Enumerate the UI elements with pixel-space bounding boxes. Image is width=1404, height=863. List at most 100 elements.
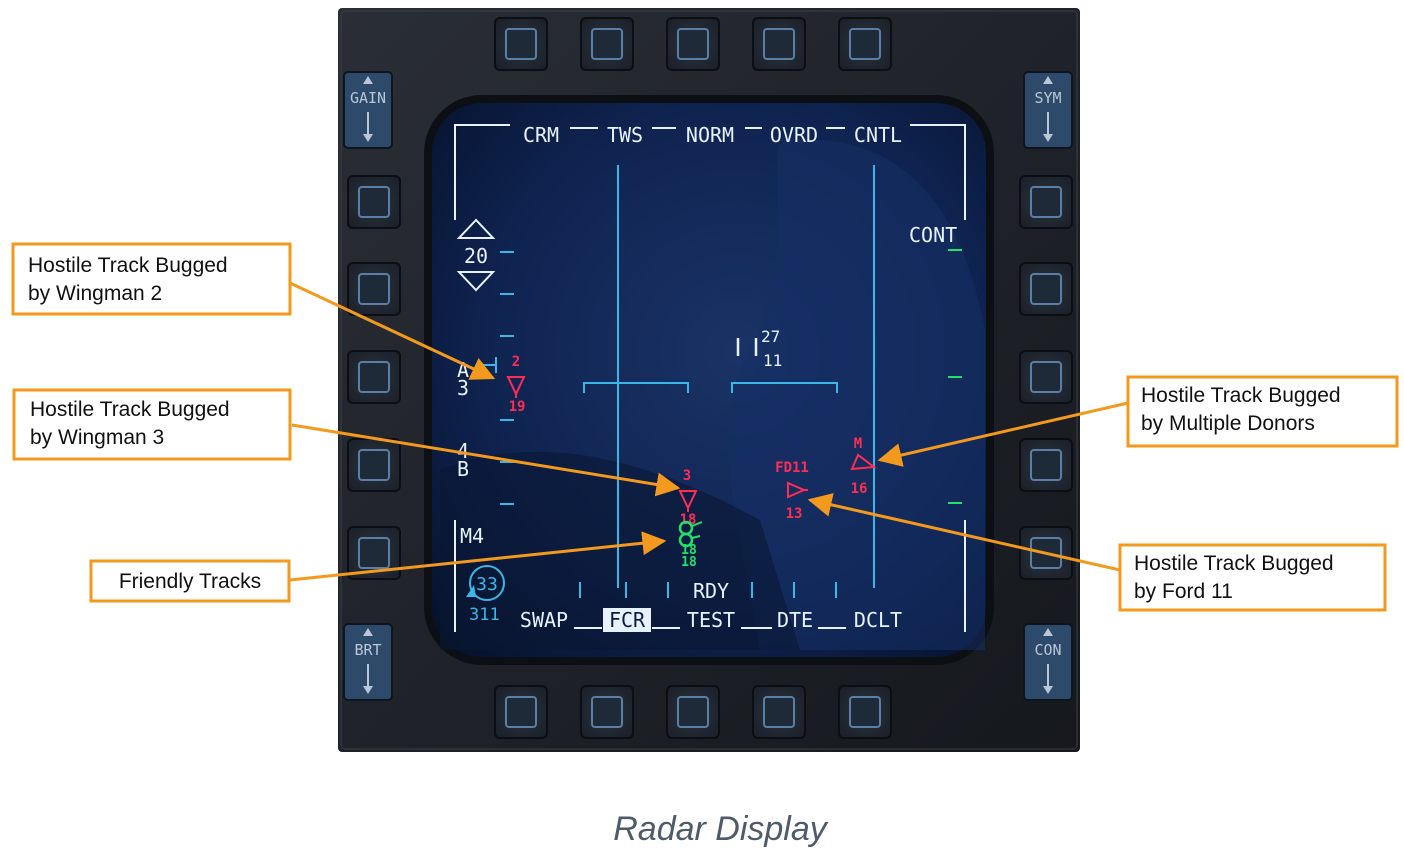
mode-ovrd[interactable]: OVRD xyxy=(770,123,818,147)
range-down-icon[interactable] xyxy=(456,271,496,292)
arrow-friendly xyxy=(289,531,667,582)
display-frame xyxy=(454,124,966,632)
callout-multi-line1: Hostile Track Bugged xyxy=(1141,384,1341,407)
callout-wingman2-line2: by Wingman 2 xyxy=(28,282,162,305)
figure-caption: Radar Display xyxy=(613,810,829,848)
callout-ford11: Hostile Track Bugged by Ford 11 xyxy=(1118,543,1387,612)
callout-wingman2: Hostile Track Bugged by Wingman 2 xyxy=(11,242,292,316)
arrow-wingman2 xyxy=(289,281,496,380)
osb-right-4[interactable] xyxy=(1019,438,1073,492)
osb-top-5[interactable] xyxy=(838,17,892,71)
osb-left-4[interactable] xyxy=(347,438,401,492)
track-label-top: 3 xyxy=(683,468,691,484)
mode-m4[interactable]: M4 xyxy=(460,524,484,548)
friendly-label: 18 xyxy=(681,543,697,558)
callout-friendly: Friendly Tracks xyxy=(89,559,291,603)
acquisition-cursor[interactable]: 27 11 xyxy=(736,327,782,370)
bullseye-indicator: 33 311 xyxy=(466,565,505,625)
callout-friendly-line1: Friendly Tracks xyxy=(119,570,261,593)
cursor-altitude-top: 27 xyxy=(761,327,780,346)
hostile-track-wingman2[interactable]: 2 19 xyxy=(506,354,526,415)
brt-label: BRT xyxy=(354,641,381,659)
osb-right-2[interactable] xyxy=(1019,262,1073,316)
osb-left-2[interactable] xyxy=(347,262,401,316)
range-control[interactable]: 20 xyxy=(456,218,496,292)
track-label-bottom: 16 xyxy=(851,481,868,497)
friendly-label: 18 xyxy=(681,555,697,570)
mode-test[interactable]: TEST xyxy=(687,608,735,632)
hostile-triangle-icon xyxy=(850,453,877,471)
callout-wingman3-line2: by Wingman 3 xyxy=(30,426,164,449)
osb-bottom-1[interactable] xyxy=(494,685,548,739)
azimuth-bottom: 3 xyxy=(457,376,469,400)
mfd-screen xyxy=(424,95,994,665)
hostile-track-wingman3[interactable]: 3 18 xyxy=(678,468,698,528)
cursor-altitude-bottom: 11 xyxy=(763,351,782,370)
right-green-ticks xyxy=(948,249,962,504)
osb-left-3[interactable] xyxy=(347,350,401,404)
osb-bottom-3[interactable] xyxy=(666,685,720,739)
mode-fcr[interactable]: FCR xyxy=(609,608,646,632)
osb-top-2[interactable] xyxy=(580,17,634,71)
callout-wingman2-line1: Hostile Track Bugged xyxy=(28,254,228,277)
hostile-triangle-icon xyxy=(678,490,698,511)
friendly-tracks[interactable]: 18 18 xyxy=(678,520,703,570)
mode-cntl[interactable]: CNTL xyxy=(854,123,902,147)
sym-rocker[interactable]: SYM xyxy=(1023,71,1073,149)
track-label-bottom: 18 xyxy=(680,512,697,528)
osb-left-1[interactable] xyxy=(347,175,401,229)
bar-top: 4 xyxy=(457,439,469,463)
ownship-arrow-icon xyxy=(466,585,476,597)
osb-bottom-5[interactable] xyxy=(838,685,892,739)
osb-right-3[interactable] xyxy=(1019,350,1073,404)
arrow-ford11 xyxy=(807,493,1121,572)
track-label-top: FD11 xyxy=(775,460,809,476)
track-label-top: M xyxy=(854,436,862,452)
osb-top-1[interactable] xyxy=(494,17,548,71)
callout-arrows xyxy=(289,281,1129,582)
range-value: 20 xyxy=(464,244,488,268)
osb-left-5[interactable] xyxy=(347,526,401,580)
fcr-selected-box xyxy=(603,608,651,632)
callout-wingman3: Hostile Track Bugged by Wingman 3 xyxy=(12,388,292,461)
osb-right-column xyxy=(1019,175,1073,580)
callout-multi: Hostile Track Bugged by Multiple Donors xyxy=(1126,375,1399,448)
mode-crm[interactable]: CRM xyxy=(523,123,559,147)
arrow-wingman3 xyxy=(291,423,681,497)
osb-top-3[interactable] xyxy=(666,17,720,71)
hostile-triangle-icon xyxy=(506,376,526,397)
callout-ford11-line2: by Ford 11 xyxy=(1134,580,1233,603)
friendly-circle-icon xyxy=(678,532,694,548)
bullseye-range: 311 xyxy=(469,605,500,625)
mode-tws[interactable]: TWS xyxy=(607,123,643,147)
osb-right-1[interactable] xyxy=(1019,175,1073,229)
osb-bottom-row xyxy=(494,685,892,739)
con-label: CON xyxy=(1034,641,1061,659)
track-label-bottom: 13 xyxy=(786,506,803,522)
bar-bottom: B xyxy=(457,457,469,481)
osb-bottom-2[interactable] xyxy=(580,685,634,739)
arrow-multi xyxy=(877,401,1129,467)
range-ticks xyxy=(500,251,514,505)
range-up-icon[interactable] xyxy=(456,218,496,239)
gain-rocker[interactable]: GAIN xyxy=(343,71,393,149)
con-rocker[interactable]: CON xyxy=(1023,623,1073,701)
hostile-triangle-icon xyxy=(787,481,807,499)
cont-label[interactable]: CONT xyxy=(909,223,957,247)
osb-top-4[interactable] xyxy=(752,17,806,71)
hostile-track-multi[interactable]: M 16 xyxy=(850,436,877,497)
bottom-azimuth-ticks xyxy=(579,582,837,598)
mode-norm[interactable]: NORM xyxy=(686,123,734,147)
brt-rocker[interactable]: BRT xyxy=(343,623,393,701)
callout-ford11-line1: Hostile Track Bugged xyxy=(1134,552,1334,575)
mode-dte[interactable]: DTE xyxy=(777,608,813,632)
mode-dclt[interactable]: DCLT xyxy=(854,608,902,632)
track-label-bottom: 19 xyxy=(509,399,526,415)
hostile-track-ford11[interactable]: FD11 13 xyxy=(775,460,809,522)
mode-swap[interactable]: SWAP xyxy=(520,608,568,632)
bottom-mode-labels: SWAP FCR TEST DTE DCLT xyxy=(520,608,902,632)
osb-bottom-4[interactable] xyxy=(752,685,806,739)
gain-label: GAIN xyxy=(350,89,386,107)
